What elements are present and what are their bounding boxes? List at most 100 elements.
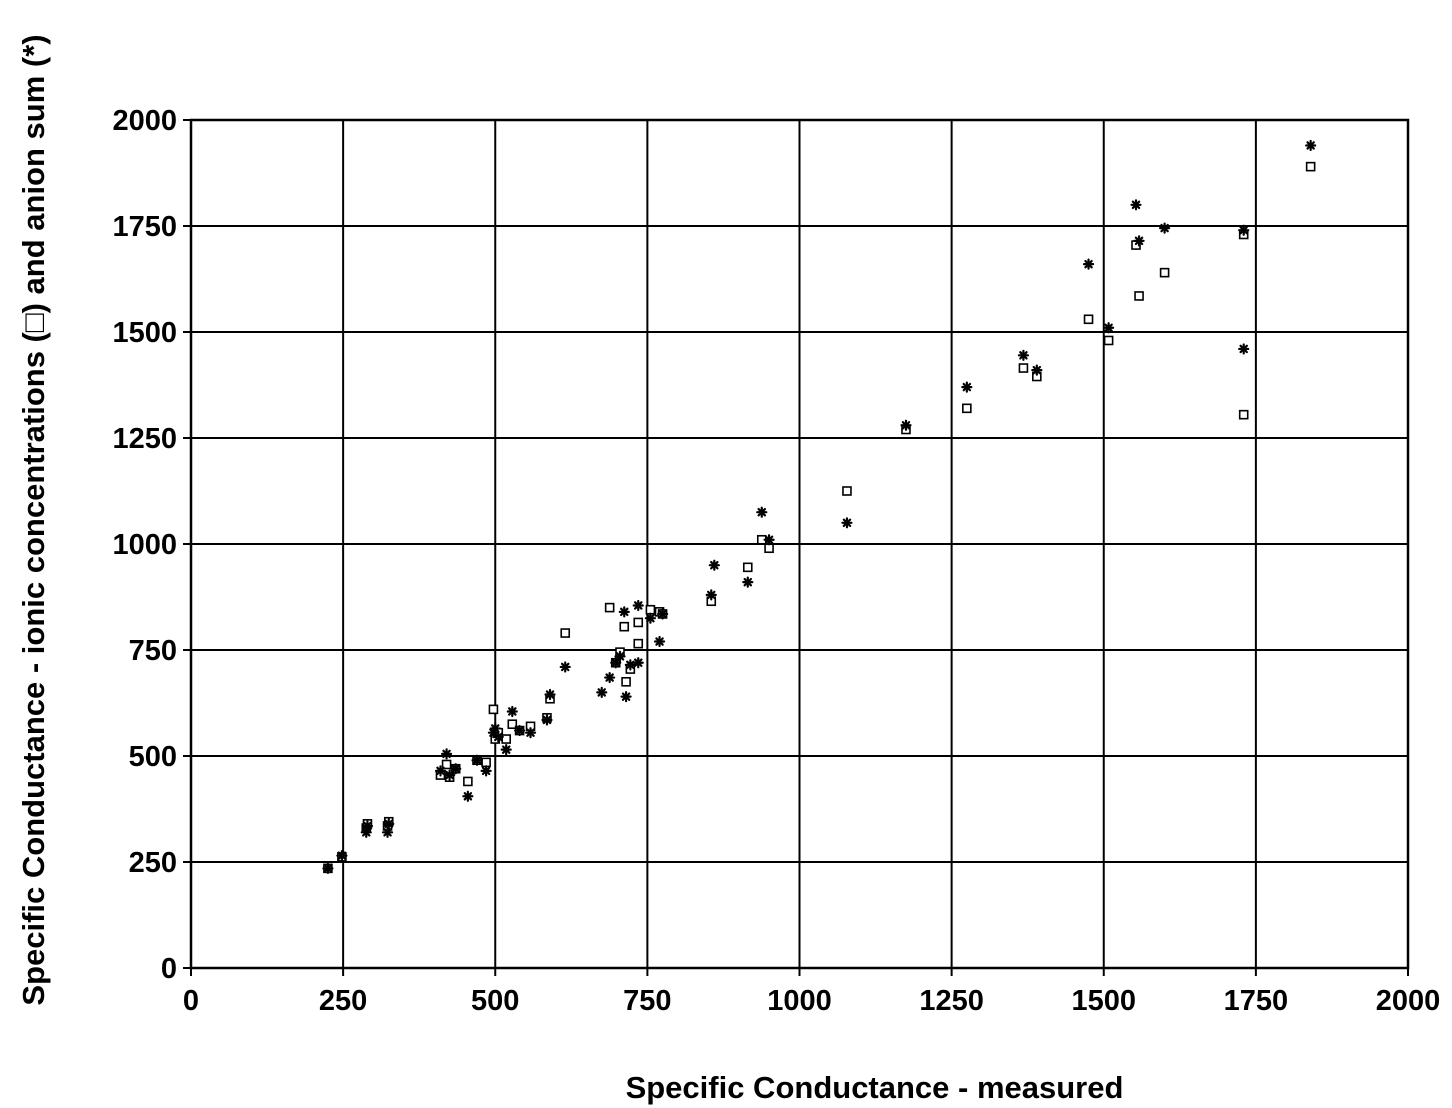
y-tick-label: 1500: [112, 317, 177, 349]
star-point: [1238, 343, 1250, 355]
star-point: [644, 612, 657, 624]
y-tick-label: 500: [129, 741, 177, 773]
star-point: [610, 657, 622, 669]
square-point: [481, 757, 491, 768]
x-axis-title: Specific Conductance - measured: [626, 1070, 1124, 1105]
star-point: [632, 657, 644, 669]
square-point: [560, 628, 571, 638]
square-point: [842, 486, 852, 496]
star-point: [656, 608, 669, 620]
x-tick-label: 750: [623, 985, 671, 1017]
square-point: [1134, 291, 1144, 301]
star-point: [604, 671, 616, 684]
star-point: [492, 731, 504, 743]
star-point: [1238, 224, 1250, 236]
square-point: [764, 543, 774, 554]
y-tick-label: 0: [161, 953, 177, 985]
star-point: [322, 862, 334, 874]
star-point: [614, 650, 626, 662]
plot-area-frame: [189, 118, 1410, 970]
y-tick-label: 1250: [112, 423, 177, 455]
star-point: [1082, 258, 1095, 270]
x-tick-label: 0: [183, 985, 199, 1017]
star-point: [361, 820, 374, 832]
star-point: [541, 714, 553, 726]
square-point: [1083, 314, 1094, 325]
square-point: [633, 638, 644, 649]
star-point: [742, 576, 754, 588]
star-point: [559, 661, 571, 673]
star-point: [596, 686, 608, 699]
square-point: [1103, 335, 1114, 346]
star-point: [708, 559, 720, 571]
star-point: [450, 763, 462, 775]
x-axis-tick-labels: 0 250 500 750 1000 1250 1500 1750 2000: [183, 985, 1440, 1017]
y-tick-label: 250: [129, 847, 177, 879]
star-point: [620, 691, 632, 703]
square-point: [441, 759, 452, 770]
star-point: [705, 589, 717, 601]
y-tick-label: 1000: [112, 529, 177, 561]
star-point: [1158, 222, 1171, 234]
square-point: [645, 604, 656, 615]
star-point: [383, 818, 395, 830]
star-point: [632, 599, 644, 612]
star-point: [841, 517, 853, 529]
square-point: [619, 621, 630, 632]
star-point: [471, 754, 483, 766]
x-tick-label: 500: [471, 985, 519, 1017]
star-point: [462, 790, 474, 802]
star-point: [1130, 199, 1142, 211]
star-point: [1031, 364, 1043, 376]
square-point: [1159, 267, 1170, 278]
square-point: [604, 602, 615, 613]
square-point: [507, 719, 518, 730]
star-point: [1103, 322, 1115, 334]
star-point: [756, 506, 768, 518]
x-tick-label: 1750: [1224, 985, 1289, 1017]
star-point: [961, 381, 973, 393]
square-point: [488, 704, 499, 715]
x-tick-label: 2000: [1376, 985, 1441, 1017]
y-tick-label: 750: [129, 635, 177, 667]
star-point: [763, 534, 775, 546]
star-point: [336, 850, 348, 862]
star-point: [506, 705, 518, 718]
star-point: [513, 724, 526, 737]
star-point: [381, 826, 394, 838]
data-points: [322, 139, 1317, 874]
x-tick-label: 1000: [767, 985, 832, 1017]
star-point: [434, 765, 447, 777]
star-point: [900, 419, 912, 431]
star-point: [1017, 349, 1030, 361]
x-tick-label: 250: [319, 985, 367, 1017]
square-point: [1018, 363, 1029, 373]
grid-lines: [183, 119, 1409, 976]
star-point: [1133, 235, 1145, 247]
star-point: [624, 659, 636, 671]
square-point: [1238, 409, 1249, 420]
square-point: [742, 562, 753, 573]
star-point: [480, 765, 492, 777]
x-tick-label: 1250: [919, 985, 984, 1017]
x-tick-label: 1500: [1071, 985, 1136, 1017]
square-point: [621, 676, 631, 687]
star-point: [544, 688, 556, 701]
square-point: [1305, 161, 1316, 172]
star-point: [618, 606, 630, 618]
star-point: [500, 744, 512, 756]
square-point: [463, 776, 473, 787]
star-point: [524, 727, 537, 739]
star-point: [1305, 139, 1317, 152]
star-point: [653, 635, 666, 648]
star-point: [440, 748, 453, 760]
y-axis-tick-labels: 0 250 500 750 1000 1250 1500 1750 2000: [112, 105, 177, 985]
square-point: [633, 617, 644, 628]
star-point: [444, 769, 456, 781]
y-tick-label: 2000: [112, 105, 177, 137]
square-point: [501, 734, 512, 744]
y-axis-title: Specific Conductance - ionic concentrati…: [16, 34, 51, 1005]
square-point: [962, 403, 972, 414]
y-tick-label: 1750: [112, 211, 177, 243]
